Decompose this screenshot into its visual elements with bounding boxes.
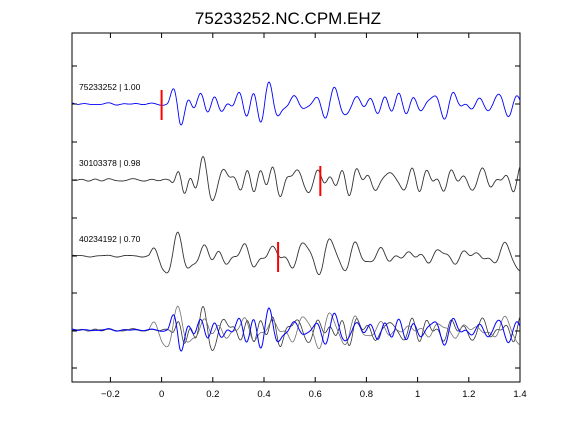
trace-label: 40234192 | 0.70: [79, 234, 141, 244]
trace-labels-group: 75233252 | 1.00 30103378 | 0.98 40234192 |…: [79, 82, 141, 244]
trace-label: 30103378 | 0.98: [79, 158, 141, 168]
trace-waveform: [72, 231, 521, 276]
overlay-waveform: [72, 305, 521, 349]
x-tick-label: 0.6: [309, 389, 322, 400]
chart-title: 75233252.NC.CPM.EHZ: [195, 9, 381, 28]
overlay-waveform: [71, 307, 521, 352]
trace-label: 75233252 | 1.00: [79, 82, 141, 92]
traces-group: [71, 81, 521, 352]
x-tick-label: 0.2: [206, 389, 219, 400]
x-tick-label: 1.2: [462, 389, 475, 400]
x-tick-label: −0.2: [101, 389, 120, 400]
x-tick-label: 0.8: [360, 389, 373, 400]
overlay-waveform: [71, 306, 521, 351]
x-axis: −0.2 0 0.2 0.4 0.6 0.8 1 1.2 1.4: [72, 33, 527, 400]
x-tick-label: 1: [415, 389, 420, 400]
x-tick-label: 1.4: [513, 389, 526, 400]
trace-waveform: [71, 155, 521, 201]
x-tick-label: 0: [159, 389, 164, 400]
x-tick-label: 0.4: [257, 389, 270, 400]
trace-waveform: [71, 81, 521, 126]
plot-frame: [71, 32, 521, 383]
